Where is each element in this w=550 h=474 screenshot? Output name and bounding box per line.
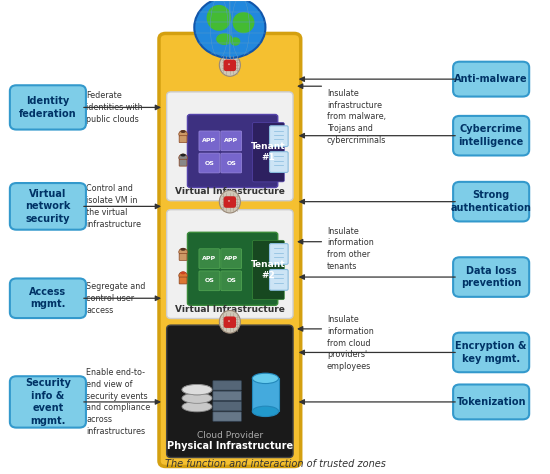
Text: OS: OS bbox=[226, 278, 236, 283]
FancyBboxPatch shape bbox=[213, 401, 241, 411]
FancyBboxPatch shape bbox=[224, 317, 236, 328]
Text: Enable end-to-
end view of
security events
and compliance
across
infrastructures: Enable end-to- end view of security even… bbox=[86, 368, 151, 436]
Text: APP: APP bbox=[202, 138, 216, 143]
FancyBboxPatch shape bbox=[213, 391, 241, 401]
Ellipse shape bbox=[207, 5, 231, 31]
Ellipse shape bbox=[233, 12, 255, 33]
FancyBboxPatch shape bbox=[199, 271, 220, 291]
Ellipse shape bbox=[182, 401, 212, 412]
FancyBboxPatch shape bbox=[188, 115, 278, 188]
FancyBboxPatch shape bbox=[167, 92, 293, 201]
Circle shape bbox=[179, 272, 188, 279]
Text: Segregate and
control user
access: Segregate and control user access bbox=[86, 282, 146, 315]
Text: OS: OS bbox=[226, 161, 236, 165]
FancyBboxPatch shape bbox=[270, 126, 288, 146]
Ellipse shape bbox=[180, 130, 186, 133]
Ellipse shape bbox=[216, 33, 233, 45]
Ellipse shape bbox=[219, 54, 240, 76]
Text: Virtual Infrastructure: Virtual Infrastructure bbox=[175, 305, 285, 314]
FancyBboxPatch shape bbox=[167, 325, 293, 457]
Text: Data loss
prevention: Data loss prevention bbox=[461, 266, 521, 288]
Ellipse shape bbox=[230, 37, 240, 46]
Text: OS: OS bbox=[205, 161, 214, 165]
FancyBboxPatch shape bbox=[213, 381, 241, 390]
Text: Virtual
network
security: Virtual network security bbox=[25, 189, 70, 224]
Text: Strong
authentication: Strong authentication bbox=[450, 191, 532, 213]
Text: Access
mgmt.: Access mgmt. bbox=[29, 287, 67, 310]
FancyBboxPatch shape bbox=[10, 376, 86, 428]
Ellipse shape bbox=[228, 200, 230, 202]
FancyBboxPatch shape bbox=[213, 412, 241, 421]
FancyBboxPatch shape bbox=[453, 62, 529, 97]
Text: Identity
federation: Identity federation bbox=[19, 96, 76, 118]
Circle shape bbox=[179, 248, 188, 255]
FancyBboxPatch shape bbox=[10, 183, 86, 230]
FancyBboxPatch shape bbox=[252, 240, 284, 300]
Ellipse shape bbox=[219, 310, 240, 333]
Text: Tokenization: Tokenization bbox=[456, 397, 526, 407]
FancyBboxPatch shape bbox=[453, 257, 529, 297]
Ellipse shape bbox=[182, 384, 212, 395]
Ellipse shape bbox=[180, 272, 186, 274]
Text: APP: APP bbox=[224, 256, 238, 261]
Bar bbox=[252, 378, 278, 411]
Text: The function and interaction of trusted zones: The function and interaction of trusted … bbox=[164, 459, 386, 469]
Text: Virtual Infrastructure: Virtual Infrastructure bbox=[175, 187, 285, 196]
Text: Insulate
information
from cloud
providers'
employees: Insulate information from cloud provider… bbox=[327, 315, 374, 371]
FancyBboxPatch shape bbox=[270, 152, 288, 173]
FancyBboxPatch shape bbox=[270, 244, 288, 264]
FancyBboxPatch shape bbox=[270, 270, 288, 290]
Text: OS: OS bbox=[205, 278, 214, 283]
FancyBboxPatch shape bbox=[221, 249, 241, 269]
FancyBboxPatch shape bbox=[453, 116, 529, 155]
Text: Anti-malware: Anti-malware bbox=[454, 74, 528, 84]
Circle shape bbox=[194, 0, 266, 58]
Text: Federate
identities with
public clouds: Federate identities with public clouds bbox=[86, 91, 143, 124]
FancyBboxPatch shape bbox=[188, 232, 278, 305]
Text: Cloud Provider: Cloud Provider bbox=[197, 431, 263, 440]
Ellipse shape bbox=[228, 64, 230, 65]
Ellipse shape bbox=[252, 406, 278, 417]
FancyBboxPatch shape bbox=[224, 196, 236, 208]
Text: Insulate
information
from other
tenants: Insulate information from other tenants bbox=[327, 227, 374, 271]
Ellipse shape bbox=[219, 191, 240, 213]
FancyBboxPatch shape bbox=[167, 210, 293, 319]
Text: Tenant
#2: Tenant #2 bbox=[251, 260, 286, 280]
FancyBboxPatch shape bbox=[199, 249, 220, 269]
FancyBboxPatch shape bbox=[224, 60, 236, 71]
FancyBboxPatch shape bbox=[199, 131, 220, 151]
FancyBboxPatch shape bbox=[179, 277, 187, 284]
Text: Cybercrime
intelligence: Cybercrime intelligence bbox=[459, 125, 524, 147]
Text: Encryption &
key mgmt.: Encryption & key mgmt. bbox=[455, 341, 527, 364]
Ellipse shape bbox=[180, 248, 186, 251]
FancyBboxPatch shape bbox=[221, 271, 241, 291]
FancyBboxPatch shape bbox=[221, 131, 241, 151]
FancyBboxPatch shape bbox=[221, 153, 241, 173]
Circle shape bbox=[179, 130, 188, 138]
Text: Tenant
#1: Tenant #1 bbox=[251, 143, 286, 162]
FancyBboxPatch shape bbox=[453, 182, 529, 221]
FancyBboxPatch shape bbox=[199, 153, 220, 173]
Ellipse shape bbox=[228, 320, 230, 322]
FancyBboxPatch shape bbox=[10, 85, 86, 129]
FancyBboxPatch shape bbox=[10, 278, 86, 318]
Text: Security
info &
event
mgmt.: Security info & event mgmt. bbox=[25, 378, 71, 426]
FancyBboxPatch shape bbox=[159, 34, 301, 466]
Text: APP: APP bbox=[224, 138, 238, 143]
FancyBboxPatch shape bbox=[252, 122, 284, 182]
Ellipse shape bbox=[252, 373, 278, 383]
FancyBboxPatch shape bbox=[453, 384, 529, 419]
Ellipse shape bbox=[182, 393, 212, 403]
Text: Insulate
infrastructure
from malware,
Trojans and
cybercriminals: Insulate infrastructure from malware, Tr… bbox=[327, 89, 386, 145]
FancyBboxPatch shape bbox=[179, 136, 187, 143]
FancyBboxPatch shape bbox=[179, 254, 187, 260]
Text: Control and
isolate VM in
the virtual
infrastructure: Control and isolate VM in the virtual in… bbox=[86, 184, 141, 228]
FancyBboxPatch shape bbox=[453, 333, 529, 372]
Text: Physical Infrastructure: Physical Infrastructure bbox=[167, 441, 293, 451]
Text: APP: APP bbox=[202, 256, 216, 261]
Ellipse shape bbox=[182, 384, 212, 395]
Circle shape bbox=[179, 154, 188, 162]
FancyBboxPatch shape bbox=[179, 159, 187, 166]
Ellipse shape bbox=[180, 154, 186, 156]
